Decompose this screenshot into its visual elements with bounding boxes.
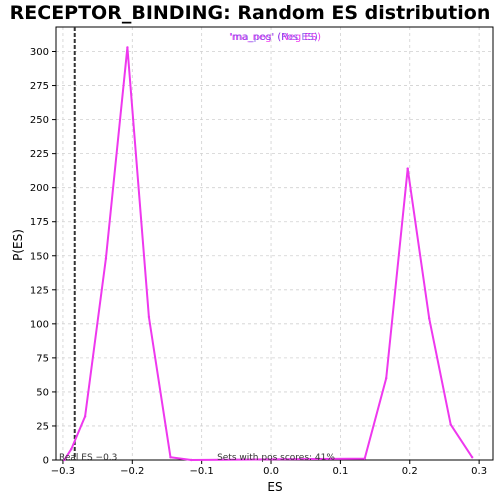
plot-area	[55, 26, 494, 461]
data-point	[63, 458, 66, 462]
x-tick-label: −0.2	[120, 466, 144, 477]
data-point	[147, 315, 151, 319]
y-tick-label: 75	[36, 353, 49, 364]
y-tick-label: 225	[30, 149, 49, 160]
series	[63, 46, 474, 462]
pos-scores-annotation: Sets with pos scores: 41%	[217, 453, 335, 463]
data-point	[449, 423, 452, 426]
x-tick-label: −0.3	[51, 466, 75, 477]
grid	[56, 27, 493, 461]
y-tick-label: 275	[30, 81, 49, 92]
y-tick-label: 300	[30, 47, 49, 58]
x-tick-label: −0.1	[190, 466, 214, 477]
series-line	[63, 46, 474, 461]
axis-ticks: −0.3 −0.2 −0.1 0.0 0.1 0.2 0.3 0 25 50 75 100 125 150…	[30, 47, 487, 477]
data-point	[384, 377, 388, 380]
y-tick-label: 250	[30, 115, 49, 126]
y-tick-label: 100	[30, 319, 49, 330]
chart-title: RECEPTOR_BINDING: Random ES distribution	[10, 2, 491, 24]
data-point	[126, 46, 129, 49]
y-tick-label: 150	[30, 251, 49, 262]
data-point	[169, 456, 172, 459]
y-tick-label: 25	[36, 421, 49, 432]
legend-label-neg: 'ma_neg' (Neg ES)	[229, 32, 321, 43]
real-es-annotation: Real ES −0.3	[59, 453, 117, 463]
data-point	[406, 167, 409, 170]
data-point	[363, 457, 366, 460]
data-point	[427, 317, 431, 320]
x-tick-label: 0.1	[332, 466, 348, 477]
x-axis-label: ES	[267, 480, 282, 494]
x-tick-label: 0.2	[402, 466, 418, 477]
y-tick-label: 125	[30, 285, 49, 296]
y-tick-label: 50	[36, 387, 49, 398]
y-tick-label: 0	[43, 456, 49, 467]
y-tick-label: 175	[30, 217, 49, 228]
data-point	[104, 257, 108, 260]
y-tick-label: 200	[30, 183, 49, 194]
x-tick-label: 0.3	[471, 466, 487, 477]
data-point	[470, 456, 474, 459]
legend-label-pos: 'ma_pos' (Pos ES)	[230, 32, 318, 43]
data-point	[83, 415, 87, 418]
x-tick-label: 0.0	[263, 466, 279, 477]
y-axis-label: P(ES)	[11, 229, 25, 261]
data-point	[190, 458, 193, 462]
data-point	[70, 447, 73, 451]
